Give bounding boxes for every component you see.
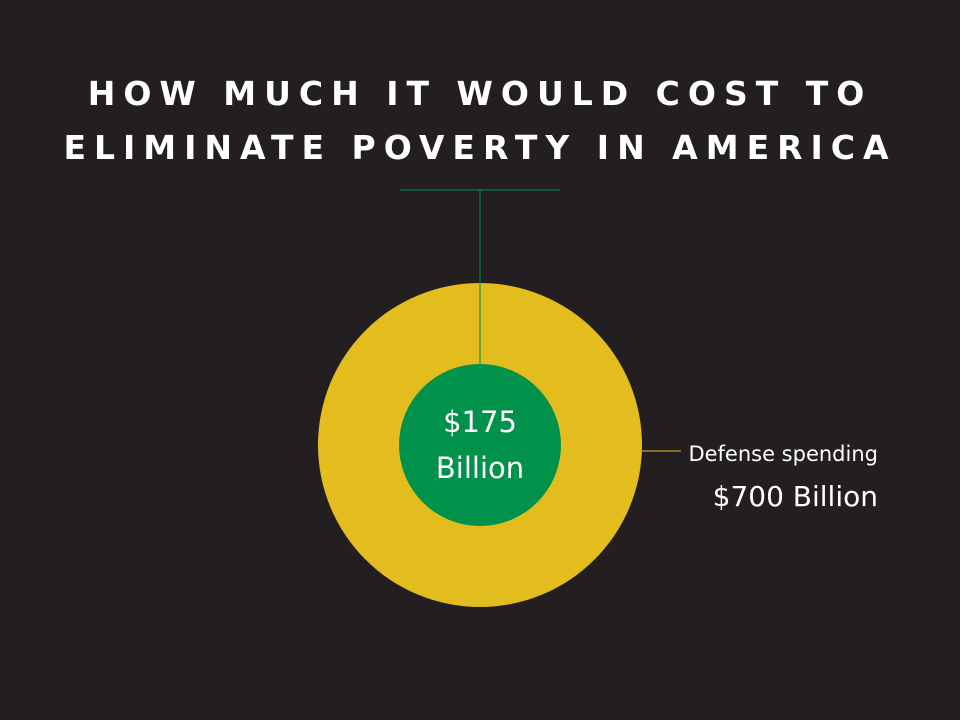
- poverty-cost-bubble: [399, 364, 561, 526]
- defense-value-label: $700 Billion: [713, 480, 878, 513]
- chart-title-line-2: ELIMINATE POVERTY IN AMERICA: [63, 128, 897, 167]
- defense-category-label: Defense spending: [688, 442, 878, 466]
- poverty-value-label-line-2: Billion: [436, 451, 524, 485]
- poverty-value-label-line-1: $175: [443, 405, 517, 439]
- chart-title-line-1: HOW MUCH IT WOULD COST TO: [87, 74, 873, 113]
